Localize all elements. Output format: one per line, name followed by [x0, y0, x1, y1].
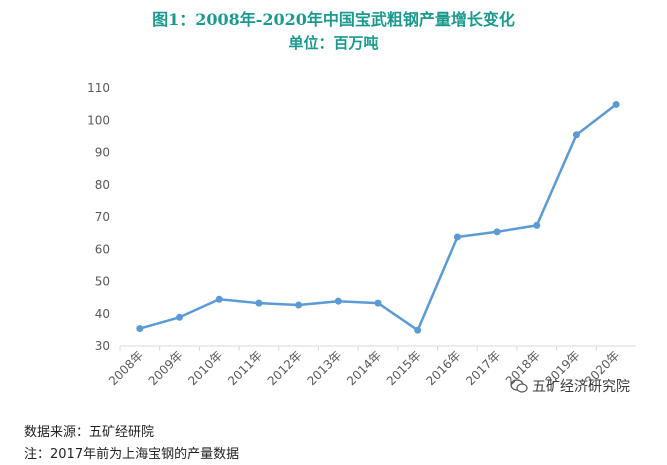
x-tick-label: 2011年	[225, 348, 265, 388]
wechat-icon	[510, 379, 528, 393]
data-point	[414, 326, 422, 334]
y-tick-label: 110	[87, 81, 110, 95]
y-tick-label: 70	[95, 210, 110, 224]
x-tick-label: 2009年	[146, 348, 186, 388]
x-tick-label: 2016年	[424, 348, 464, 388]
x-tick-label: 2010年	[185, 348, 225, 388]
chart-subtitle: 单位：百万吨	[288, 34, 379, 52]
y-tick-label: 100	[87, 113, 110, 127]
data-point	[374, 299, 382, 307]
y-tick-label: 40	[95, 307, 110, 321]
data-point	[176, 313, 184, 321]
data-point	[215, 295, 223, 303]
data-source: 数据来源：五矿经研院	[24, 425, 155, 440]
x-tick-label: 2017年	[463, 348, 503, 388]
data-point	[255, 299, 263, 307]
data-points	[136, 100, 620, 334]
line-chart: 30 40 50 60 70 80 90 100 110 2008年 2009年 2010年 2011…	[87, 81, 636, 388]
data-point	[453, 233, 461, 241]
y-tick-label: 80	[95, 178, 110, 192]
y-tick-label: 60	[95, 242, 110, 256]
data-point	[493, 228, 501, 236]
data-point	[612, 100, 620, 108]
x-tick-label: 2008年	[106, 348, 146, 388]
y-tick-label: 30	[95, 339, 110, 353]
watermark-text: 五矿经济研究院	[532, 379, 630, 395]
data-point	[136, 325, 144, 333]
y-tick-label: 50	[95, 275, 110, 289]
x-tick-label: 2013年	[304, 348, 344, 388]
data-point	[572, 131, 580, 139]
data-point	[295, 301, 303, 309]
watermark: 五矿经济研究院	[510, 376, 630, 396]
chart-title: 图1：2008年-2020年中国宝武粗钢产量增长变化	[152, 10, 515, 29]
footnote: 注：2017年前为上海宝钢的产量数据	[24, 447, 240, 462]
data-point	[334, 297, 342, 305]
data-point	[533, 221, 541, 229]
x-tick-label: 2012年	[265, 348, 305, 388]
x-tick-label: 2014年	[344, 348, 384, 388]
x-tick-label: 2015年	[384, 348, 424, 388]
y-axis: 30 40 50 60 70 80 90 100 110	[87, 81, 110, 353]
y-tick-label: 90	[95, 146, 110, 160]
series-line	[139, 103, 617, 332]
